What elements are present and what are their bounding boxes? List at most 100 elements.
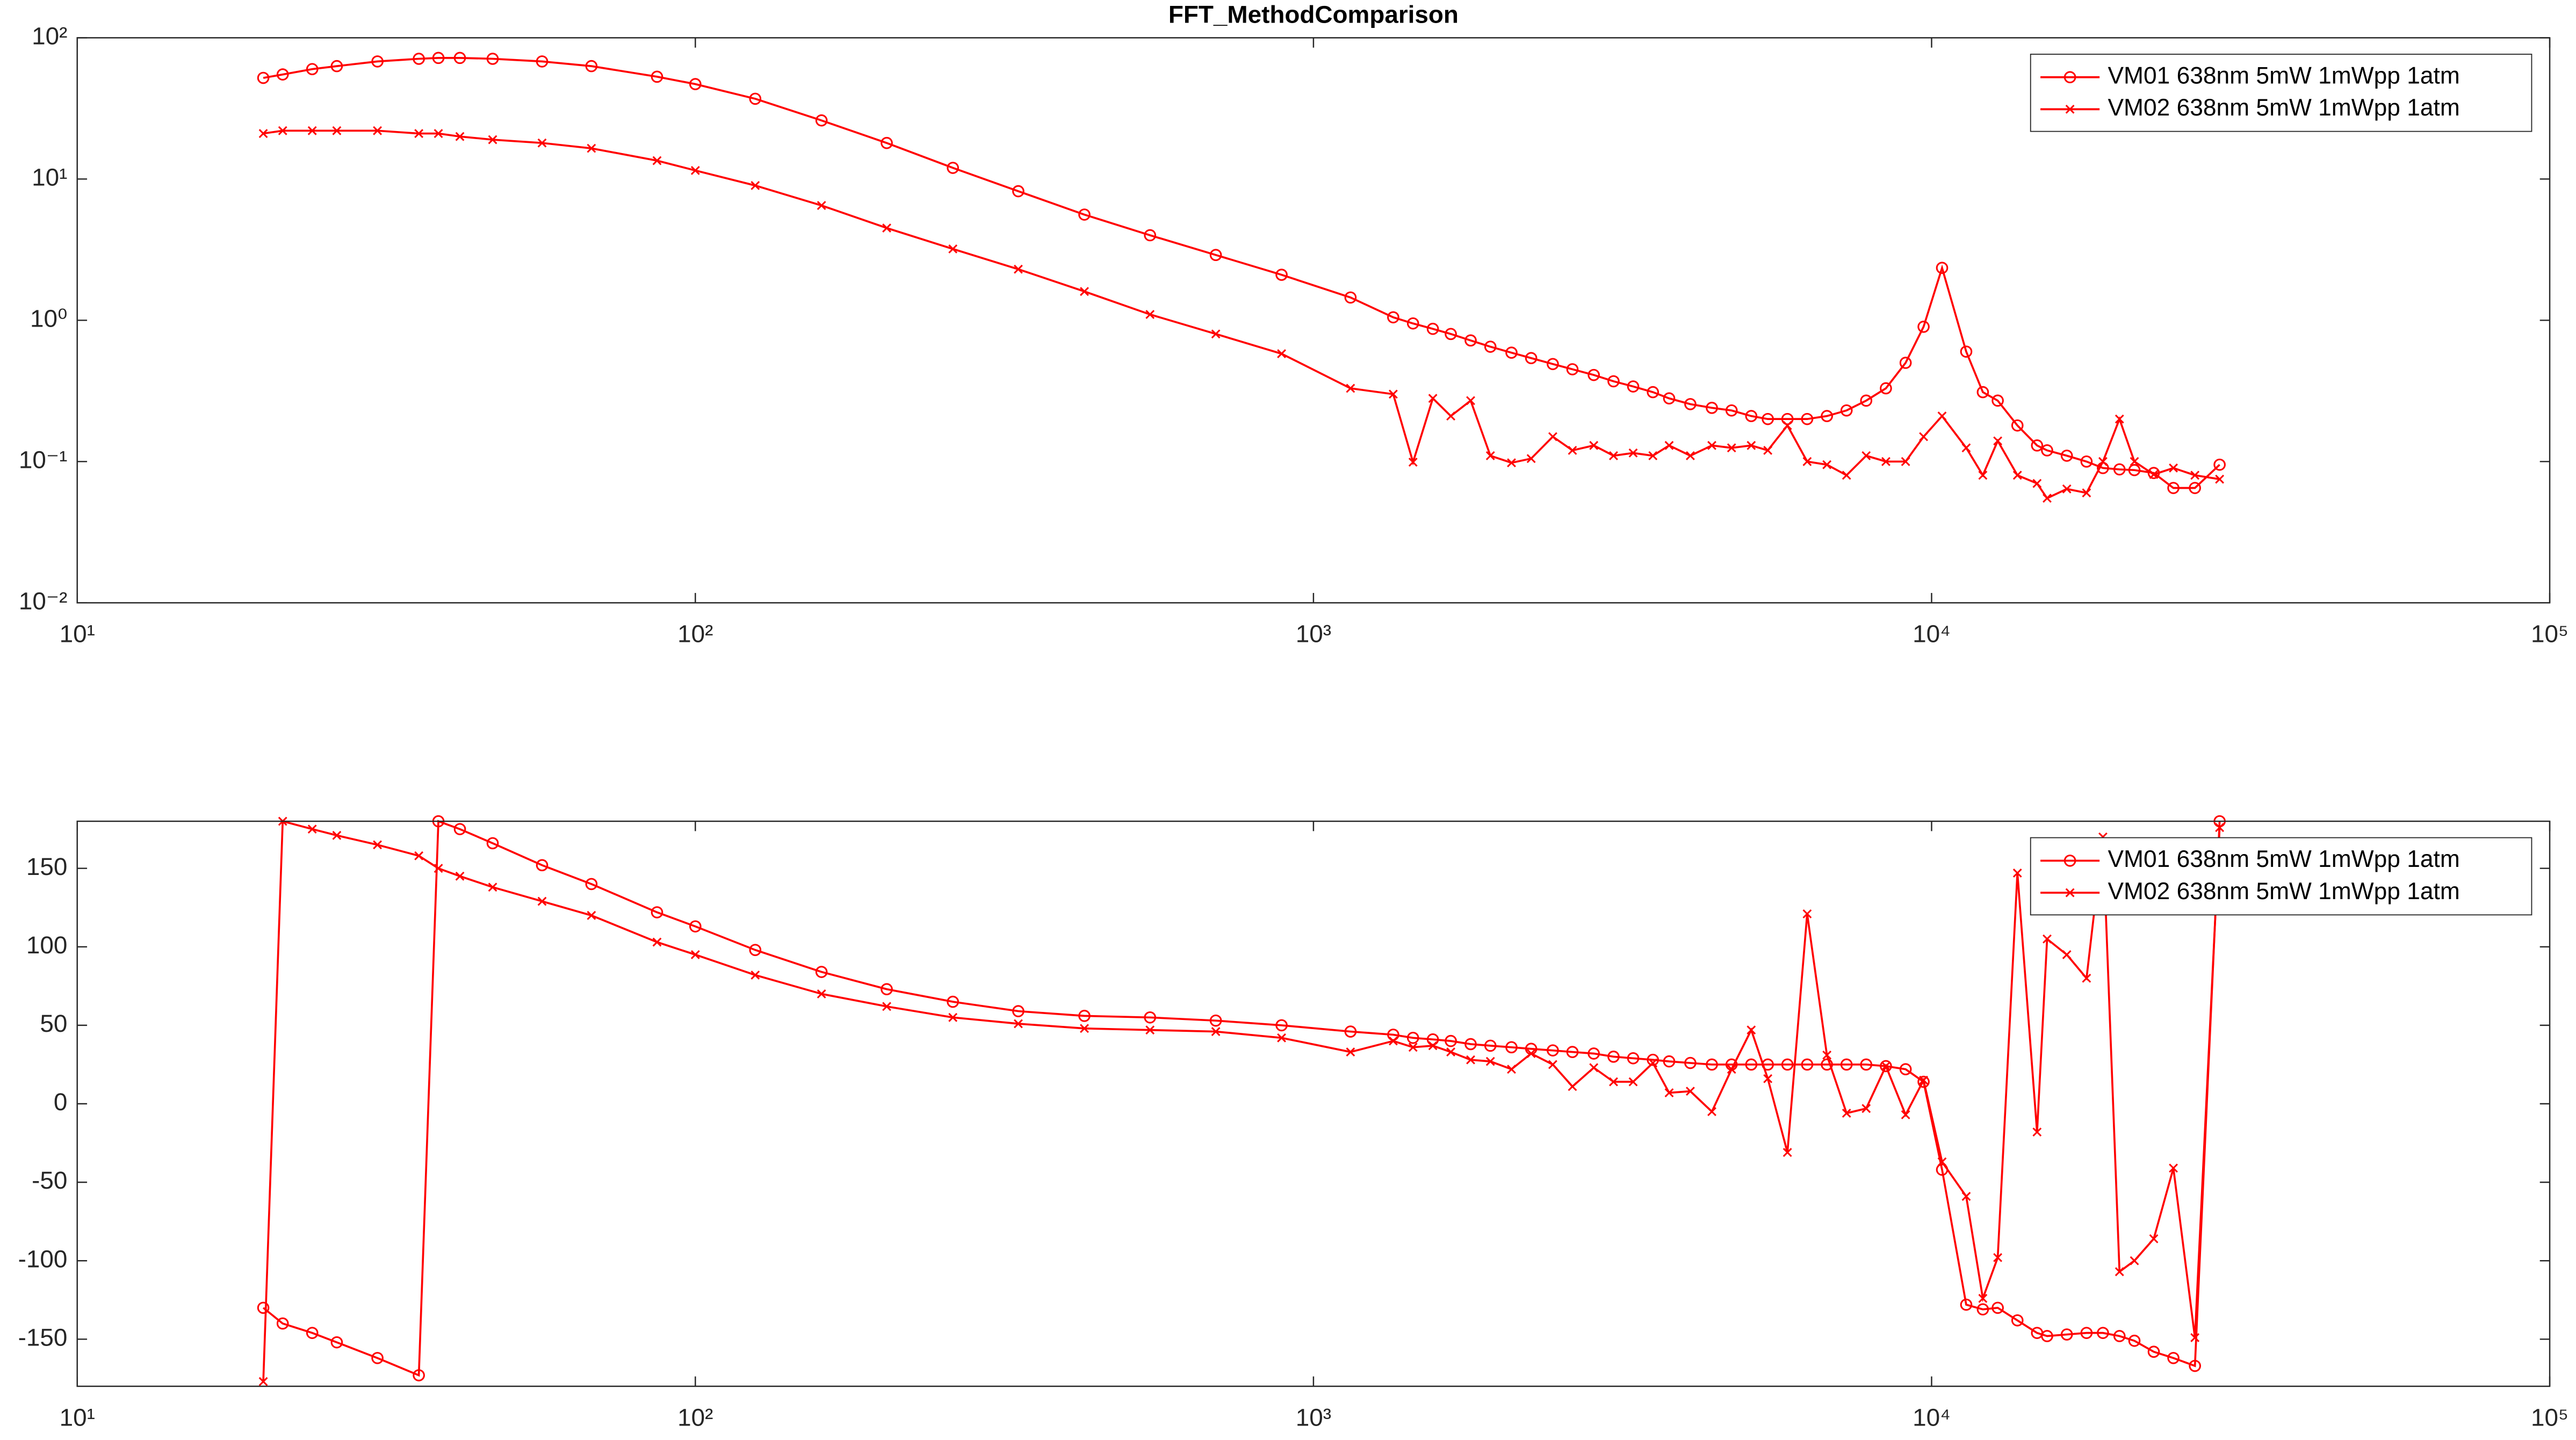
marker — [373, 840, 383, 850]
marker — [1978, 471, 1988, 480]
marker — [1725, 404, 1738, 417]
marker — [1821, 1058, 1833, 1071]
marker — [1747, 440, 1756, 450]
y-tick-label: -100 — [18, 1244, 68, 1272]
marker — [307, 126, 317, 135]
marker — [1426, 322, 1439, 335]
marker — [585, 878, 598, 891]
marker — [278, 126, 287, 135]
marker — [690, 950, 700, 959]
legend-marker — [2065, 104, 2075, 114]
marker — [1566, 1046, 1579, 1058]
marker — [1078, 1010, 1091, 1022]
marker — [947, 995, 959, 1008]
marker — [1627, 1052, 1640, 1065]
marker — [2213, 458, 2226, 471]
marker — [1991, 394, 2004, 407]
marker — [1802, 909, 1812, 918]
marker — [1664, 440, 1674, 450]
marker — [1763, 446, 1773, 455]
marker — [1211, 1027, 1221, 1037]
y-tick-label: -150 — [18, 1323, 68, 1351]
marker — [332, 126, 342, 135]
marker — [1387, 311, 1399, 324]
legend-marker — [2065, 888, 2075, 898]
marker — [690, 165, 700, 175]
marker — [1548, 432, 1557, 442]
marker — [1861, 1104, 1871, 1113]
marker — [1822, 1051, 1832, 1060]
marker — [1706, 402, 1718, 414]
marker — [2032, 1127, 2042, 1137]
marker — [1976, 1303, 1989, 1316]
marker — [371, 55, 384, 68]
y-tick-label: -50 — [32, 1166, 67, 1194]
y-tick-label: 150 — [26, 852, 68, 880]
marker — [1976, 386, 1989, 399]
marker — [1548, 1060, 1557, 1069]
x-tick-label: 10⁵ — [2531, 1403, 2568, 1431]
marker — [1277, 349, 1286, 358]
marker — [1485, 451, 1495, 460]
marker — [2062, 950, 2072, 959]
y-tick-label: 50 — [40, 1009, 67, 1037]
marker — [330, 60, 343, 73]
marker — [414, 851, 424, 860]
x-tick-label: 10⁵ — [2531, 620, 2568, 648]
marker — [2189, 1359, 2201, 1372]
x-tick-label: 10³ — [1296, 620, 1331, 648]
marker — [652, 156, 662, 165]
marker — [1275, 269, 1288, 281]
marker — [276, 1317, 289, 1330]
marker — [1588, 368, 1600, 381]
marker — [307, 824, 317, 834]
plot-area — [77, 38, 2550, 603]
marker — [332, 830, 342, 840]
marker — [455, 871, 465, 881]
marker — [2167, 1352, 2180, 1364]
marker — [434, 864, 443, 873]
marker — [1466, 396, 1475, 406]
marker — [2041, 1330, 2053, 1342]
marker — [1881, 1061, 1890, 1071]
marker — [1145, 1025, 1155, 1035]
marker — [1144, 1011, 1156, 1024]
marker — [1747, 1025, 1756, 1035]
marker — [2190, 471, 2200, 480]
marker — [2043, 934, 2052, 944]
x-tick-label: 10¹ — [60, 1403, 95, 1431]
marker — [536, 859, 549, 872]
marker — [1485, 1057, 1495, 1066]
marker — [306, 1327, 319, 1339]
marker — [2060, 450, 2073, 462]
y-tick-label: 10⁰ — [30, 304, 67, 332]
x-tick-label: 10¹ — [60, 620, 95, 648]
marker — [2215, 823, 2225, 833]
legend-marker — [2063, 71, 2076, 84]
marker — [1901, 1110, 1910, 1119]
x-tick-label: 10⁴ — [1913, 1403, 1951, 1431]
marker — [1707, 440, 1716, 450]
marker — [1505, 1041, 1518, 1054]
marker — [1880, 1060, 1892, 1073]
marker — [1568, 1082, 1577, 1091]
marker — [2060, 1328, 2073, 1341]
marker — [2147, 1345, 2160, 1358]
marker — [2012, 869, 2022, 878]
marker — [585, 60, 598, 73]
marker — [1937, 1157, 1947, 1167]
y-tick-label: 0 — [54, 1088, 68, 1116]
marker — [1346, 383, 1355, 393]
axes-box — [76, 820, 2551, 1387]
marker — [1727, 1065, 1736, 1074]
marker — [432, 52, 445, 64]
marker — [258, 129, 268, 139]
marker — [1745, 1058, 1758, 1071]
marker — [1936, 262, 1949, 274]
marker — [2128, 1334, 2141, 1347]
marker — [1763, 1074, 1773, 1083]
marker — [1466, 1055, 1475, 1065]
marker — [2082, 973, 2091, 983]
marker — [1821, 410, 1833, 422]
marker — [1937, 411, 1947, 421]
